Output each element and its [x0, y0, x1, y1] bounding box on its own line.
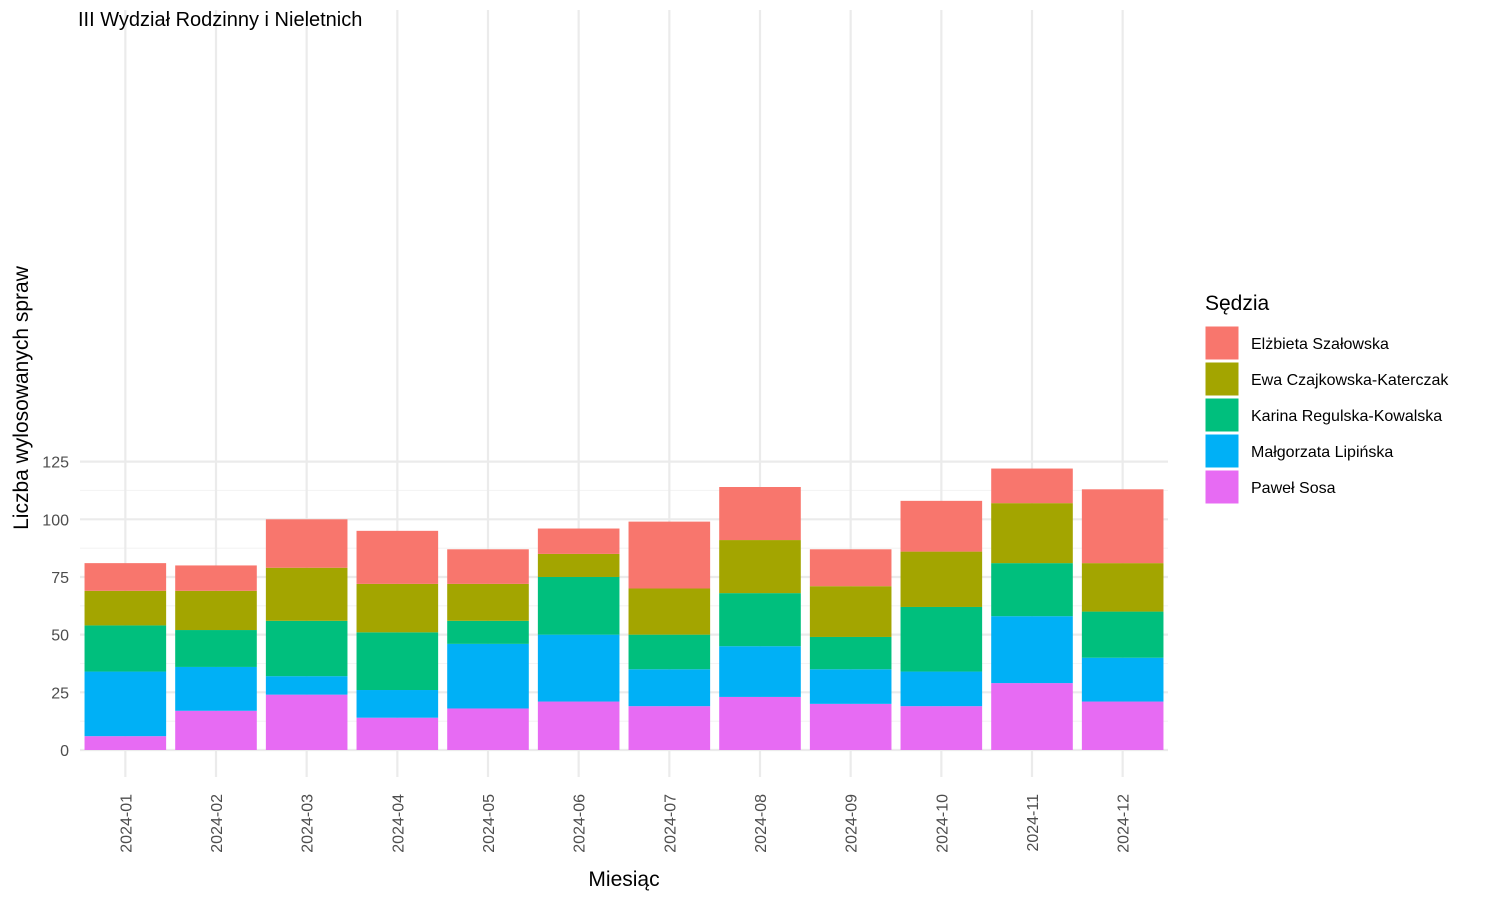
bar-segment [900, 706, 983, 750]
bar-segment [719, 646, 801, 697]
y-axis-ticks: 0 25 50 75 100 125 [42, 455, 69, 760]
bar-segment [991, 683, 1073, 750]
bar-segment [628, 669, 711, 707]
bar-segment [991, 468, 1073, 504]
x-tick-label: 2024-05 [481, 794, 498, 853]
bar-segment [84, 590, 167, 626]
x-tick-label: 2024-12 [1116, 794, 1133, 853]
bar-segment [265, 620, 348, 677]
y-tick-label: 75 [51, 570, 69, 587]
bar-segment [719, 540, 801, 594]
x-axis-title: Miesiąc [588, 868, 659, 891]
bar-segment [809, 636, 892, 670]
x-tick-label: 2024-06 [572, 794, 589, 853]
x-tick-label: 2024-03 [300, 794, 317, 853]
bar-segment [719, 487, 801, 541]
bar-segment [356, 530, 439, 584]
legend-label: Elżbieta Szałowska [1251, 336, 1389, 353]
bar-segment [537, 528, 620, 554]
bar-segment [809, 549, 892, 587]
bar-segment [900, 551, 983, 607]
bar-segment [356, 583, 439, 633]
bar-segment [900, 606, 983, 672]
legend-label: Karina Regulska-Kowalska [1251, 408, 1442, 425]
bar-segment [900, 500, 983, 552]
bar-segment [175, 565, 257, 591]
y-tick-label: 50 [51, 628, 69, 645]
bar-segment [447, 620, 529, 644]
bar-segment [84, 563, 167, 591]
legend-key [1204, 433, 1240, 469]
bar-segment [991, 616, 1073, 684]
bar-segment [265, 676, 348, 695]
bar-segment [719, 593, 801, 647]
bar-segment [719, 696, 801, 750]
bar-segment [991, 503, 1073, 564]
bar-segment [265, 694, 348, 750]
y-tick-label: 25 [51, 685, 69, 702]
bar-segment [447, 708, 529, 750]
x-tick-label: 2024-04 [390, 794, 407, 853]
bar-segment [537, 634, 620, 702]
bar-segment [447, 583, 529, 621]
y-tick-label: 100 [42, 512, 69, 529]
bars [84, 468, 1164, 750]
bar-segment [1081, 489, 1164, 564]
legend: Sędzia Elżbieta Szałowska Ewa Czajkowska-… [1204, 292, 1449, 505]
legend-key [1204, 397, 1240, 433]
bar-segment [265, 519, 348, 568]
legend-label: Ewa Czajkowska-Katerczak [1251, 372, 1449, 389]
bar-segment [447, 549, 529, 584]
legend-key [1204, 325, 1240, 361]
bar-segment [447, 643, 529, 709]
x-tick-label: 2024-08 [753, 794, 770, 853]
bar-segment [356, 690, 439, 718]
bar-segment [175, 630, 257, 667]
bar-segment [628, 634, 711, 670]
bar-segment [991, 563, 1073, 617]
chart-title: III Wydział Rodzinny i Nieletnich [78, 9, 362, 31]
bar-segment [628, 588, 711, 635]
bar-segment [537, 553, 620, 577]
bar-segment [1081, 563, 1164, 612]
bar-segment [809, 586, 892, 637]
bar-segment [628, 521, 711, 589]
bar-segment [175, 666, 257, 711]
bar-segment [84, 671, 167, 737]
y-tick-label: 0 [60, 743, 69, 760]
bar-segment [265, 567, 348, 621]
y-tick-label: 125 [42, 455, 69, 472]
x-tick-label: 2024-02 [209, 794, 226, 853]
legend-key [1204, 361, 1240, 397]
bar-segment [900, 671, 983, 707]
bar-segment [809, 669, 892, 704]
legend-label: Małgorzata Lipińska [1251, 444, 1393, 461]
bar-segment [537, 701, 620, 750]
x-tick-label: 2024-11 [1025, 794, 1042, 852]
y-axis-title: Liczba wylosowanych spraw [10, 265, 33, 530]
x-tick-label: 2024-01 [118, 794, 135, 853]
legend-label: Paweł Sosa [1251, 480, 1336, 497]
bar-segment [356, 632, 439, 691]
bar-segment [1081, 611, 1164, 658]
bar-segment [1081, 701, 1164, 750]
bar-segment [356, 717, 439, 750]
bar-segment [84, 625, 167, 672]
bar-segment [537, 576, 620, 635]
legend-title: Sędzia [1205, 292, 1270, 315]
legend-key [1204, 469, 1240, 505]
x-tick-label: 2024-07 [662, 794, 679, 853]
bar-segment [175, 590, 257, 631]
x-axis-ticks: 2024-01 2024-02 2024-03 2024-04 2024-05 2024-… [118, 794, 1132, 853]
bar-segment [84, 736, 167, 750]
bar-segment [628, 706, 711, 750]
bar-segment [1081, 657, 1164, 702]
bar-segment [175, 710, 257, 750]
x-tick-label: 2024-10 [934, 794, 951, 853]
bar-segment [809, 703, 892, 750]
x-tick-label: 2024-09 [844, 794, 861, 853]
